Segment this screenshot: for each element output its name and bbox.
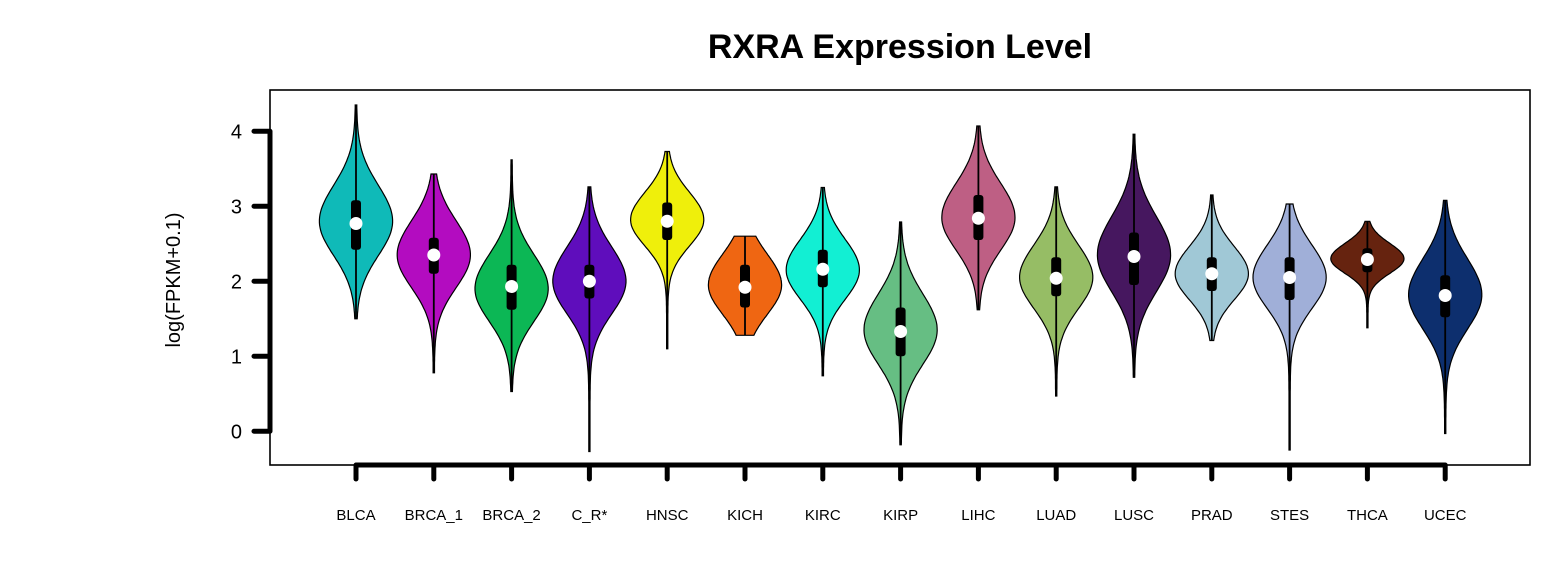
violin-median-point	[582, 274, 596, 288]
violin-brca-2	[474, 159, 549, 393]
violin-median-point	[427, 248, 441, 262]
violin-ucec	[1408, 199, 1483, 435]
y-tick-label: 3	[231, 196, 242, 218]
x-axis: BLCA BRCA_1 BRCA_2 C_R* HNSC KICH KIRC KIRP LIHC…	[336, 462, 1467, 524]
x-tick-label: HNSC	[646, 507, 689, 524]
violin-median-point	[894, 325, 908, 338]
violin-kich	[707, 235, 783, 336]
violin-median-point	[1283, 271, 1297, 284]
violin-median-point	[349, 217, 363, 230]
x-tick-label: BRCA_2	[482, 507, 540, 524]
x-tick-label: KICH	[727, 507, 763, 524]
violin-lusc	[1096, 133, 1172, 378]
x-tick-label: UCEC	[1424, 507, 1467, 524]
violin-median-point	[1438, 289, 1452, 302]
y-tick-label: 4	[231, 121, 242, 143]
violin-median-point	[816, 262, 830, 276]
x-tick-label: LIHC	[961, 507, 995, 524]
y-axis-label: log(FPKM+0.1)	[163, 212, 185, 347]
violin-median-point	[971, 211, 985, 225]
violin-median-point	[1049, 271, 1063, 285]
chart-title: RXRA Expression Level	[708, 28, 1092, 66]
x-tick-label: BLCA	[336, 507, 375, 524]
x-tick-label: C_R*	[571, 507, 607, 524]
violin-hnsc	[629, 150, 705, 350]
x-tick-label: LUAD	[1036, 507, 1076, 524]
y-tick-label: 1	[231, 346, 242, 368]
violin-kirc	[785, 186, 861, 377]
x-tick-label: BRCA_1	[405, 507, 463, 524]
x-tick-label: PRAD	[1191, 507, 1233, 524]
violin-median-point	[1127, 250, 1141, 263]
violin-median-point	[505, 280, 519, 293]
x-tick-label: KIRP	[883, 507, 918, 524]
violin-c-r	[552, 186, 627, 453]
x-tick-label: STES	[1270, 507, 1309, 524]
violin-thca	[1330, 220, 1405, 329]
violin-prad	[1174, 194, 1249, 342]
violins	[318, 104, 1483, 453]
violin-median-point	[738, 280, 752, 294]
x-tick-label: KIRC	[805, 507, 841, 524]
violin-luad	[1019, 186, 1094, 397]
violin-brca-1	[396, 173, 471, 374]
violin-lihc	[941, 125, 1016, 311]
violin-stes	[1252, 203, 1327, 451]
violin-blca	[318, 104, 394, 320]
y-tick-label: 2	[231, 271, 242, 293]
x-tick-label: LUSC	[1114, 507, 1154, 524]
x-tick-label: THCA	[1347, 507, 1388, 524]
violin-kirp	[863, 221, 938, 446]
violin-median-point	[1360, 253, 1374, 266]
violin-median-point	[1205, 267, 1219, 281]
y-axis: 0 1 2 3 4	[231, 121, 273, 443]
violin-median-point	[660, 214, 674, 228]
y-tick-label: 0	[231, 421, 242, 443]
